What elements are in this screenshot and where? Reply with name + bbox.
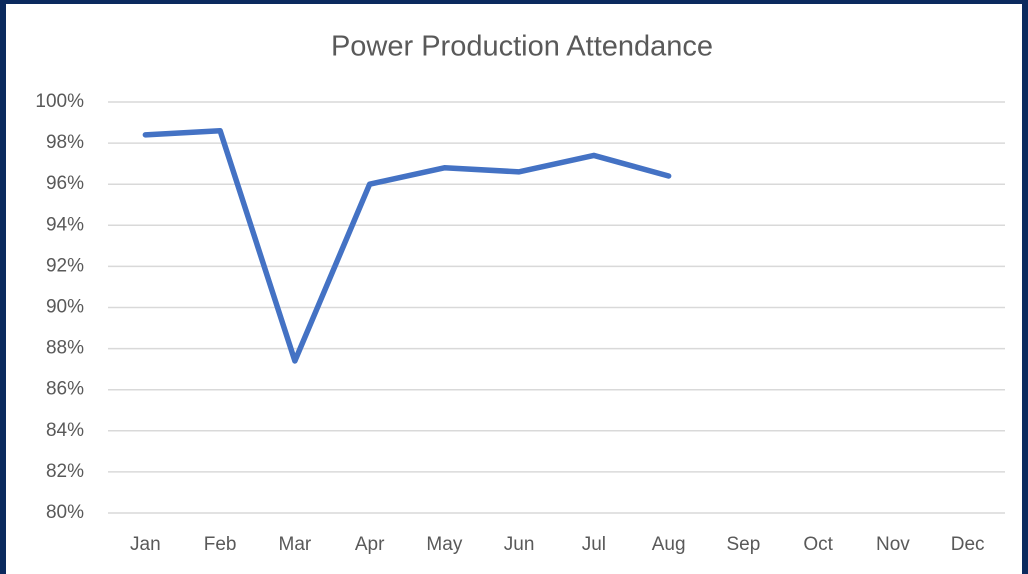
- y-tick-label: 92%: [46, 255, 84, 276]
- x-tick-label: Jun: [504, 534, 535, 555]
- y-tick-label: 98%: [46, 132, 84, 153]
- x-tick-label: Mar: [279, 534, 312, 555]
- y-tick-label: 86%: [46, 379, 84, 400]
- x-tick-label: Oct: [803, 534, 833, 555]
- x-tick-label: Sep: [726, 534, 760, 555]
- y-tick-label: 94%: [46, 214, 84, 235]
- chart-title: Power Production Attendance: [331, 31, 713, 63]
- y-tick-label: 100%: [35, 91, 84, 112]
- y-tick-label: 82%: [46, 461, 84, 482]
- y-tick-label: 96%: [46, 173, 84, 194]
- y-tick-label: 88%: [46, 338, 84, 359]
- x-tick-label: May: [426, 534, 462, 555]
- x-tick-label: Jan: [130, 534, 161, 555]
- data-line: [142, 128, 672, 364]
- x-tick-label: Apr: [355, 534, 385, 555]
- y-tick-label: 84%: [46, 420, 84, 441]
- x-tick-label: Nov: [876, 534, 910, 555]
- x-tick-label: Jul: [582, 534, 606, 555]
- y-tick-label: 80%: [46, 502, 84, 523]
- y-tick-label: 90%: [46, 297, 84, 318]
- x-tick-label: Aug: [652, 534, 686, 555]
- x-tick-label: Dec: [951, 534, 985, 555]
- chart-area: [6, 4, 1022, 574]
- x-tick-label: Feb: [204, 534, 237, 555]
